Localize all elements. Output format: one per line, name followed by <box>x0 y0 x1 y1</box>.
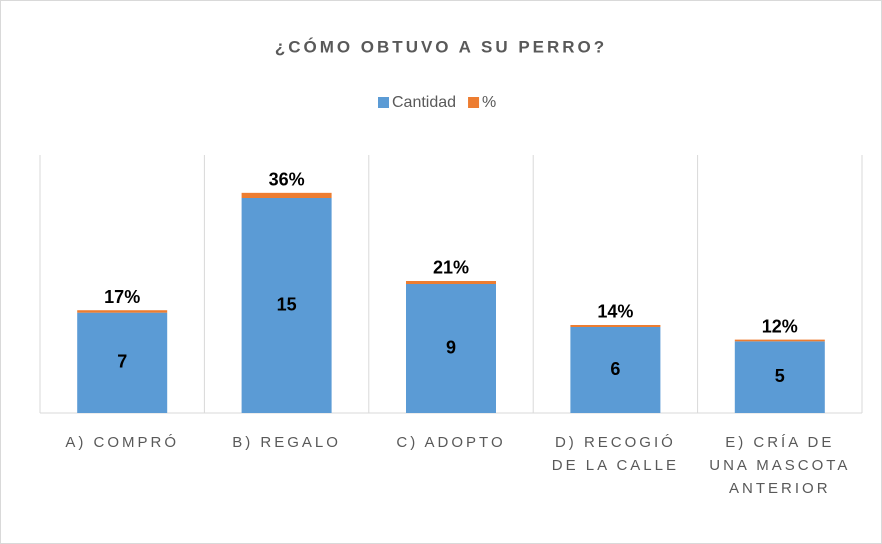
x-tick-label: B) REGALO <box>232 434 341 451</box>
x-tick-label: D) RECOGIÓ DE LA CALLE <box>551 434 679 474</box>
bar-segment <box>406 284 496 413</box>
x-tick-label: E) CRÍA DE UNA MASCOTA ANTERIOR <box>709 434 851 497</box>
data-label: 36% <box>269 170 305 190</box>
data-label: 17% <box>104 287 140 307</box>
legend-label: Cantidad <box>392 94 456 111</box>
data-label: 21% <box>433 258 469 278</box>
bar-segment <box>241 192 332 198</box>
legend-label: % <box>482 94 496 111</box>
data-label: 6 <box>610 359 620 379</box>
bar-segment <box>77 310 168 313</box>
legend-swatch <box>378 97 389 108</box>
chart-title: ¿CÓMO OBTUVO A SU PERRO? <box>275 37 607 56</box>
bar-segment <box>734 339 825 342</box>
data-label: 5 <box>775 366 785 386</box>
data-label: 7 <box>117 352 127 372</box>
bar-segment <box>406 280 496 284</box>
data-label: 14% <box>597 302 633 322</box>
bar-segment <box>734 341 825 413</box>
bar-segment <box>570 327 661 413</box>
legend-swatch <box>468 97 480 108</box>
data-label: 15 <box>277 294 297 314</box>
x-tick-label: C) ADOPTO <box>396 434 506 451</box>
data-label: 9 <box>446 337 456 357</box>
bar-segment <box>77 312 168 413</box>
x-tick-label: A) COMPRÓ <box>65 434 180 451</box>
bar-segment <box>241 198 332 413</box>
bar-segment <box>570 324 661 327</box>
data-label: 12% <box>762 316 798 336</box>
